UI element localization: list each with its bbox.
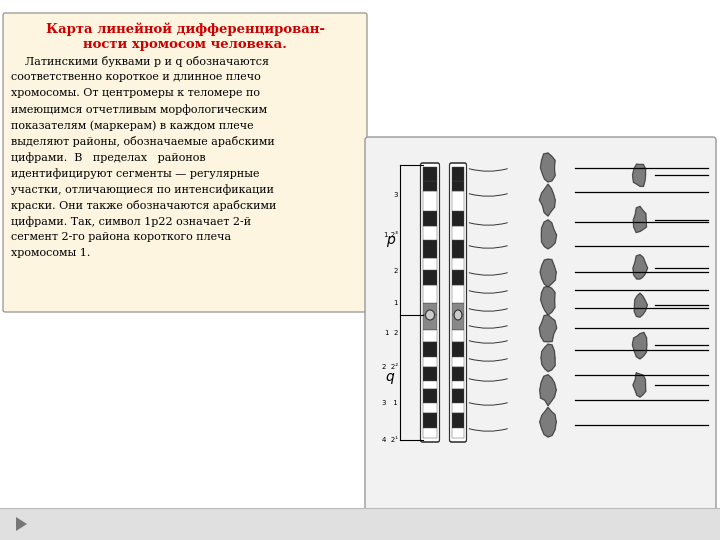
- Bar: [423, 428, 437, 438]
- Polygon shape: [539, 315, 557, 342]
- Bar: [452, 226, 464, 240]
- Polygon shape: [633, 373, 646, 397]
- Text: Карта линейной дифференцирован-: Карта линейной дифференцирован-: [45, 23, 325, 37]
- Polygon shape: [541, 344, 555, 372]
- Bar: [423, 357, 437, 367]
- Bar: [452, 330, 464, 342]
- Text: идентифицируют сегменты — регулярные: идентифицируют сегменты — регулярные: [11, 168, 259, 179]
- Polygon shape: [633, 206, 647, 233]
- Text: 1  2: 1 2: [384, 330, 398, 336]
- Polygon shape: [540, 375, 557, 406]
- Bar: [452, 211, 464, 226]
- Bar: [452, 357, 464, 367]
- Text: цифрами. Так, символ 1р22 означает 2-й: цифрами. Так, символ 1р22 означает 2-й: [11, 216, 251, 227]
- Bar: [423, 240, 437, 258]
- FancyBboxPatch shape: [449, 163, 467, 442]
- Bar: [423, 211, 437, 226]
- Bar: [423, 285, 437, 303]
- Bar: [452, 181, 464, 191]
- Polygon shape: [540, 407, 557, 437]
- Bar: [452, 367, 464, 381]
- Polygon shape: [539, 184, 555, 216]
- Polygon shape: [541, 153, 555, 182]
- Text: цифрами.  В   пределах   районов: цифрами. В пределах районов: [11, 152, 206, 163]
- Polygon shape: [541, 286, 555, 315]
- Bar: [423, 270, 437, 285]
- Bar: [423, 315, 437, 330]
- Polygon shape: [540, 259, 557, 287]
- Text: ности хромосом человека.: ности хромосом человека.: [83, 38, 287, 51]
- Bar: [423, 342, 437, 357]
- Bar: [452, 303, 464, 315]
- Bar: [452, 285, 464, 303]
- Text: соответственно короткое и длинное плечо: соответственно короткое и длинное плечо: [11, 72, 261, 82]
- Bar: [452, 167, 464, 181]
- FancyBboxPatch shape: [420, 163, 439, 442]
- Text: 2: 2: [394, 268, 398, 274]
- Bar: [423, 389, 437, 403]
- Bar: [423, 330, 437, 342]
- Text: хромосомы. От центромеры к теломере по: хромосомы. От центромеры к теломере по: [11, 88, 260, 98]
- Polygon shape: [633, 164, 646, 186]
- Text: участки, отличающиеся по интенсификации: участки, отличающиеся по интенсификации: [11, 184, 274, 195]
- Bar: [423, 381, 437, 389]
- Bar: [452, 240, 464, 258]
- Polygon shape: [632, 333, 647, 359]
- Bar: [452, 270, 464, 285]
- Polygon shape: [634, 293, 647, 317]
- Bar: [423, 167, 437, 181]
- Text: 2  2²: 2 2²: [382, 364, 398, 370]
- Text: 4  2¹: 4 2¹: [382, 437, 398, 443]
- Text: q: q: [386, 370, 395, 384]
- Bar: [423, 191, 437, 211]
- Text: хромосомы 1.: хромосомы 1.: [11, 248, 91, 258]
- Text: 3   1: 3 1: [382, 400, 398, 406]
- Bar: [423, 258, 437, 270]
- Bar: [423, 413, 437, 428]
- Bar: [423, 367, 437, 381]
- Text: Латинскими буквами р и q обозначаются: Латинскими буквами р и q обозначаются: [11, 56, 269, 67]
- Ellipse shape: [454, 310, 462, 320]
- Bar: [452, 258, 464, 270]
- Text: краски. Они также обозначаются арабскими: краски. Они также обозначаются арабскими: [11, 200, 276, 211]
- Polygon shape: [16, 517, 27, 531]
- FancyBboxPatch shape: [365, 137, 716, 513]
- Text: показателям (маркерам) в каждом плече: показателям (маркерам) в каждом плече: [11, 120, 253, 131]
- Text: p: p: [386, 233, 395, 247]
- Text: выделяют районы, обозначаемые арабскими: выделяют районы, обозначаемые арабскими: [11, 136, 275, 147]
- Bar: [423, 303, 437, 315]
- Bar: [423, 181, 437, 191]
- Bar: [452, 315, 464, 330]
- Bar: [452, 389, 464, 403]
- Bar: [452, 191, 464, 211]
- Text: имеющимся отчетливым морфологическим: имеющимся отчетливым морфологическим: [11, 104, 267, 115]
- Bar: [423, 226, 437, 240]
- Text: 3: 3: [394, 192, 398, 198]
- Bar: [452, 428, 464, 438]
- Polygon shape: [633, 254, 647, 279]
- Bar: [452, 403, 464, 413]
- Bar: [423, 403, 437, 413]
- Polygon shape: [541, 220, 557, 249]
- Text: сегмент 2-го района короткого плеча: сегмент 2-го района короткого плеча: [11, 232, 231, 242]
- FancyBboxPatch shape: [3, 13, 367, 312]
- Bar: [452, 413, 464, 428]
- Bar: [452, 381, 464, 389]
- Bar: [452, 342, 464, 357]
- Ellipse shape: [426, 310, 434, 320]
- Text: 1: 1: [394, 300, 398, 306]
- Bar: [0, 508, 720, 540]
- Text: 1 2³: 1 2³: [384, 232, 398, 238]
